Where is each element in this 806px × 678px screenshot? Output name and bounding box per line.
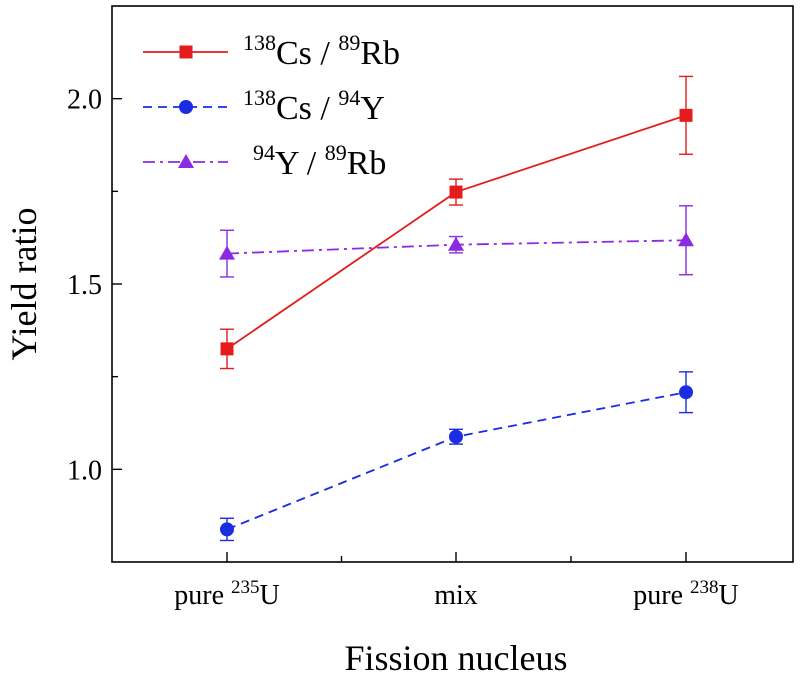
data-point (449, 185, 463, 199)
y-tick-label: 2.0 (67, 85, 102, 116)
legend: 138Cs / 89Rb 138Cs / 94Y 94Y / 89Rb (143, 30, 400, 182)
legend-label: 138Cs / 89Rb (243, 30, 400, 72)
legend-item-3: 94Y / 89Rb (143, 140, 386, 182)
data-point (219, 245, 235, 260)
plot-border (111, 5, 794, 563)
legend-marker (179, 100, 193, 114)
series-1 (220, 75, 693, 370)
x-tick-label: mix (434, 580, 478, 611)
legend-marker (179, 45, 193, 59)
x-tick-label: pure 238U (633, 577, 739, 611)
series-3 (219, 205, 694, 278)
y-tick-label: 1.5 (67, 270, 102, 301)
legend-item-2: 138Cs / 94Y (143, 85, 385, 127)
series-2 (220, 371, 693, 542)
data-point (679, 385, 693, 400)
data-point (220, 342, 234, 356)
data-point (449, 429, 463, 444)
x-axis: pure 235U mix pure 238U (174, 552, 739, 611)
data-point (678, 232, 694, 247)
y-tick-label: 1.0 (67, 455, 102, 486)
data-point (220, 522, 234, 537)
legend-item-1: 138Cs / 89Rb (143, 30, 400, 72)
x-axis-title: Fission nucleus (344, 638, 567, 678)
series-layer (219, 75, 694, 542)
data-point (679, 108, 693, 122)
series-line (226, 391, 687, 531)
legend-label: 138Cs / 94Y (243, 85, 385, 127)
data-point (448, 236, 464, 251)
y-axis: 1.0 1.5 2.0 (67, 85, 122, 486)
plot-frame (111, 5, 794, 563)
legend-marker (178, 154, 194, 168)
y-axis-title: Yield ratio (4, 208, 44, 361)
x-tick-label: pure 235U (174, 577, 280, 611)
legend-label: 94Y / 89Rb (253, 140, 386, 182)
